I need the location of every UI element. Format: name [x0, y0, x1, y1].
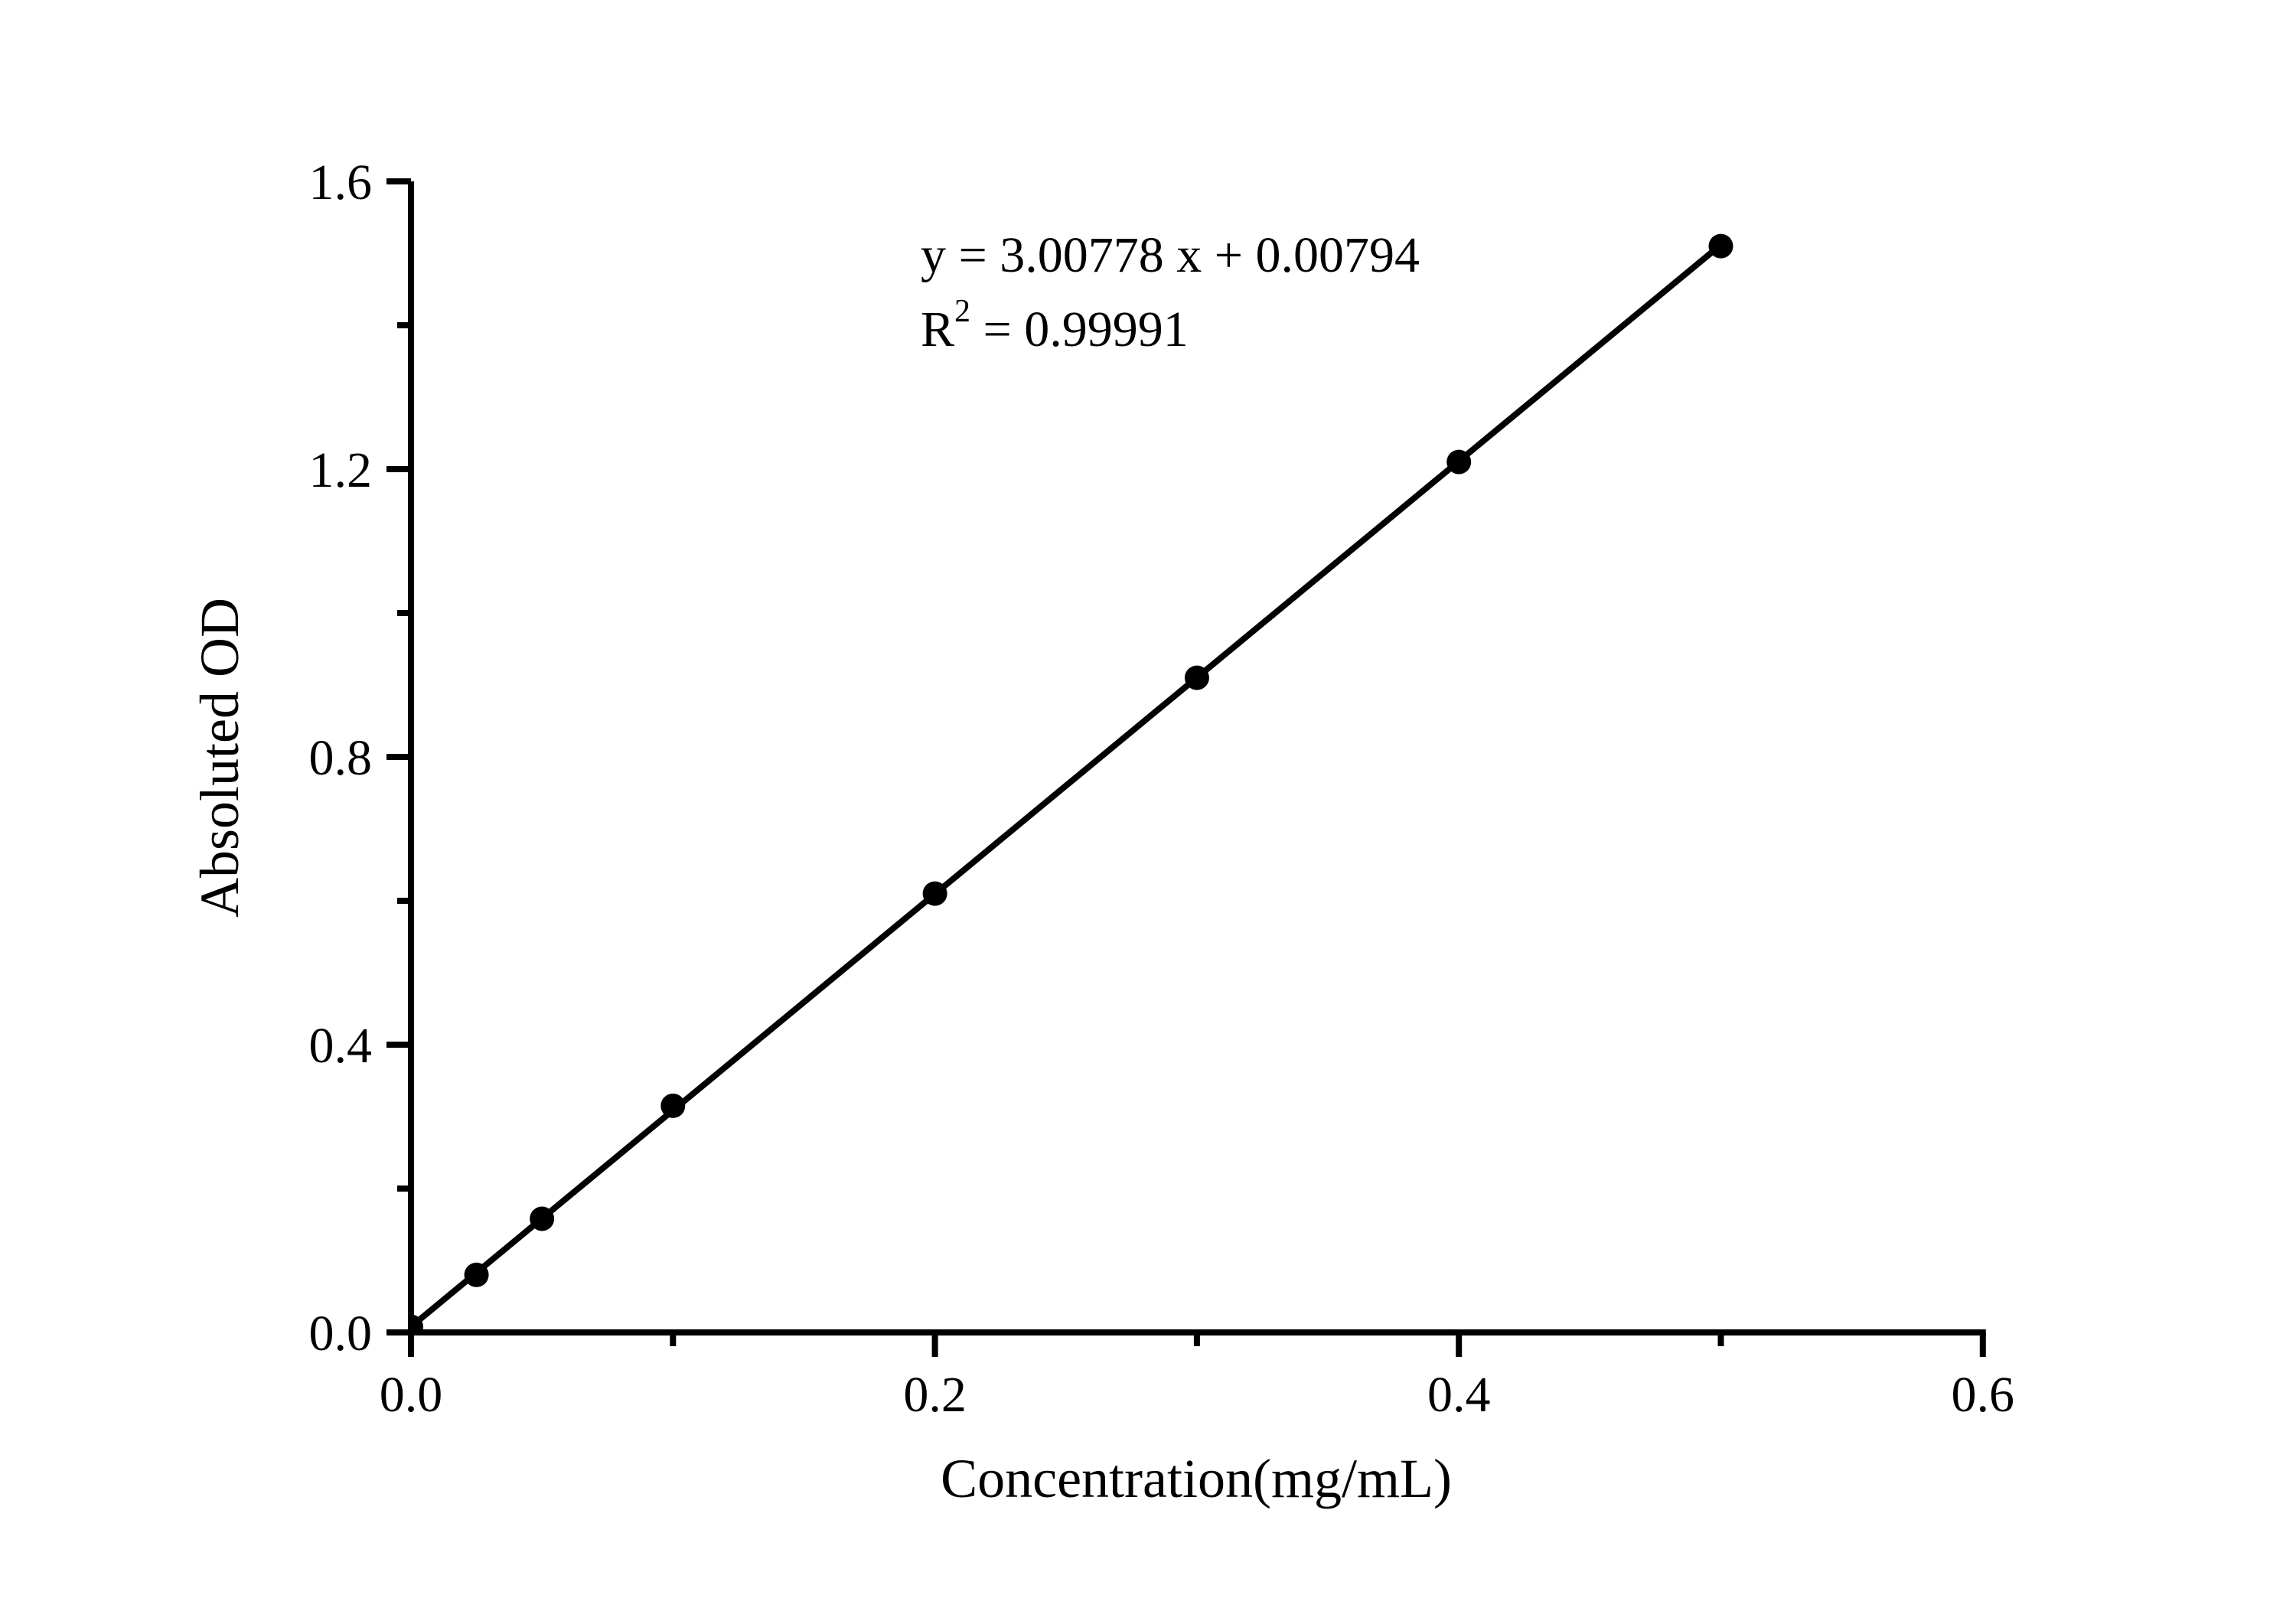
- r-squared-exponent: 2: [954, 294, 971, 329]
- data-point: [530, 1206, 555, 1231]
- y-tick-label: 1.6: [308, 155, 373, 210]
- fit-equation-annotation: y = 3.00778 x + 0.00794 R2 = 0.99991: [921, 218, 1420, 373]
- data-point: [464, 1262, 489, 1287]
- x-axis-title: Concentration(mg/mL): [941, 1448, 1452, 1509]
- y-tick-label: 1.2: [308, 442, 373, 498]
- x-tick-label: 0.0: [379, 1367, 443, 1423]
- fit-equation-line: y = 3.00778 x + 0.00794: [921, 227, 1420, 283]
- data-point: [922, 881, 947, 906]
- data-point: [660, 1093, 686, 1118]
- x-tick-label: 0.4: [1427, 1367, 1491, 1423]
- fit-line: [411, 242, 1724, 1329]
- data-point: [1708, 233, 1733, 259]
- data-point: [1446, 449, 1472, 475]
- r-squared-symbol: R: [921, 302, 955, 357]
- y-axis-title: Absoluted OD: [189, 598, 250, 918]
- y-tick-label: 0.0: [308, 1306, 373, 1362]
- r-squared-line: R2 = 0.99991: [921, 292, 1420, 373]
- r-squared-value: = 0.99991: [970, 302, 1189, 357]
- y-tick-label: 0.4: [308, 1018, 373, 1074]
- data-point: [1184, 665, 1209, 690]
- x-tick-label: 0.6: [1951, 1367, 2015, 1423]
- y-tick-label: 0.8: [308, 730, 373, 786]
- x-tick-label: 0.2: [903, 1367, 967, 1423]
